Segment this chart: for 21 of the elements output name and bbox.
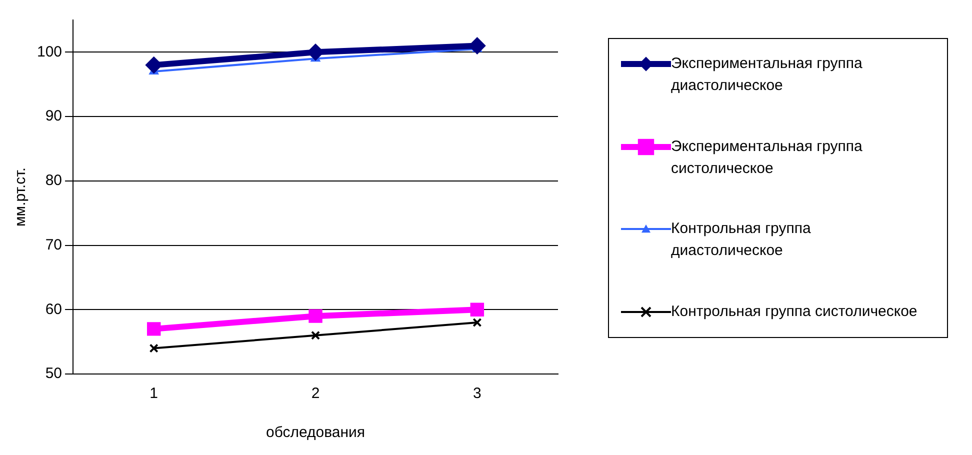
y-tick-label: 50 [45,365,62,382]
y-tick-label: 80 [45,172,62,190]
point [308,309,322,323]
y-tick-label: 60 [45,300,62,318]
legend-label: Экспериментальная группа диастолическое [671,54,864,96]
y-tick-label: 70 [45,236,62,254]
point [310,330,320,340]
x-tick-label: 3 [473,385,482,402]
y-tick-label: 90 [45,108,62,125]
x-axis-title: обследования [266,424,366,442]
legend-label: Контрольная группа систолическое [671,302,918,322]
legend-label: Экспериментальная группа систолическое [671,136,864,179]
point [146,322,161,336]
point [472,318,482,328]
x-tick-label: 2 [311,385,320,402]
x-tick-label: 1 [150,385,158,402]
y-tick-label: 100 [36,43,62,60]
point [470,302,484,316]
legend-label: Контрольная группа диастолическое [671,219,812,262]
y-axis-title: мм.рт.ст. [12,167,30,227]
point [149,344,158,353]
